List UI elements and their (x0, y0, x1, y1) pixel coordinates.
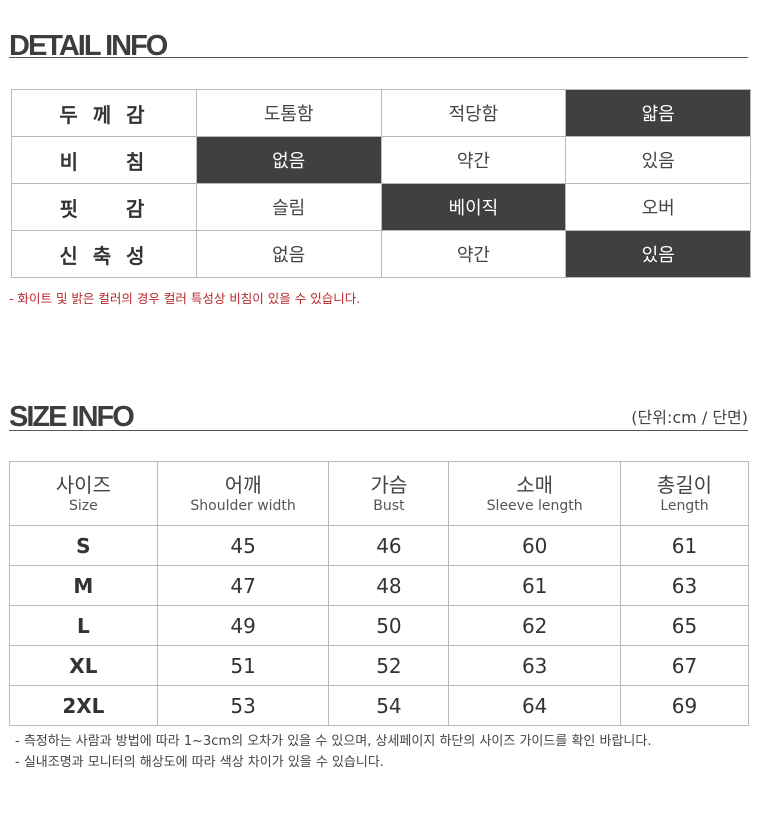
detail-option: 없음 (195, 230, 382, 278)
header-ko: 소매 (516, 472, 554, 497)
detail-row-thickness: 두 께 감 도톰함 적당함 얇음 (11, 89, 751, 137)
table-row: 2XL 53 54 64 69 (9, 685, 750, 726)
size-note: - 실내조명과 모니터의 해상도에 따라 색상 차이가 있을 수 있습니다. (15, 755, 384, 770)
detail-option-selected: 없음 (195, 136, 382, 184)
size-cell: 2XL (9, 685, 158, 726)
size-cell: M (9, 565, 158, 606)
header-ko: 가슴 (370, 472, 408, 497)
detail-option-selected: 얇음 (565, 89, 751, 137)
shoulder-cell: 45 (156, 525, 330, 566)
detail-row-stretch: 신 축 성 없음 약간 있음 (11, 230, 751, 278)
size-unit-label: (단위:cm / 단면) (631, 408, 748, 427)
size-header-sleeve: 소매 Sleeve length (448, 461, 621, 526)
size-cell: L (9, 605, 158, 646)
detail-option-selected: 베이직 (380, 183, 567, 231)
detail-option: 있음 (565, 136, 751, 184)
header-en: Size (69, 497, 98, 514)
bust-cell: 50 (328, 605, 450, 646)
size-header-length: 총길이 Length (619, 461, 750, 526)
size-header-size: 사이즈 Size (9, 461, 158, 526)
sleeve-cell: 60 (448, 525, 621, 566)
bust-cell: 46 (328, 525, 450, 566)
detail-option: 슬림 (195, 183, 382, 231)
size-title-divider (9, 430, 748, 431)
detail-info-title: DETAIL INFO (9, 30, 168, 62)
shoulder-cell: 51 (156, 645, 330, 686)
size-info-table: 사이즈 Size 어깨 Shoulder width 가슴 Bust 소매 Sl… (9, 461, 750, 726)
size-note: - 측정하는 사람과 방법에 따라 1~3cm의 오차가 있을 수 있으며, 상… (15, 734, 652, 749)
bust-cell: 48 (328, 565, 450, 606)
header-en: Sleeve length (486, 497, 583, 514)
bust-cell: 54 (328, 685, 450, 726)
detail-row-label: 신 축 성 (11, 230, 197, 278)
length-cell: 61 (619, 525, 750, 566)
header-en: Bust (373, 497, 405, 514)
detail-row-label: 핏 감 (11, 183, 197, 231)
sleeve-cell: 62 (448, 605, 621, 646)
header-ko: 어깨 (224, 472, 262, 497)
shoulder-cell: 49 (156, 605, 330, 646)
size-header-bust: 가슴 Bust (328, 461, 450, 526)
shoulder-cell: 47 (156, 565, 330, 606)
shoulder-cell: 53 (156, 685, 330, 726)
table-row: XL 51 52 63 67 (9, 645, 750, 686)
bust-cell: 52 (328, 645, 450, 686)
detail-title-divider (9, 57, 748, 58)
detail-option: 약간 (380, 230, 567, 278)
table-row: S 45 46 60 61 (9, 525, 750, 566)
table-row: L 49 50 62 65 (9, 605, 750, 646)
size-cell: S (9, 525, 158, 566)
detail-row-label: 비 침 (11, 136, 197, 184)
detail-option-selected: 있음 (565, 230, 751, 278)
length-cell: 69 (619, 685, 750, 726)
size-notes: - 측정하는 사람과 방법에 따라 1~3cm의 오차가 있을 수 있으며, 상… (15, 731, 651, 773)
size-header-row: 사이즈 Size 어깨 Shoulder width 가슴 Bust 소매 Sl… (9, 461, 750, 526)
detail-option: 적당함 (380, 89, 567, 137)
detail-option: 약간 (380, 136, 567, 184)
length-cell: 63 (619, 565, 750, 606)
sleeve-cell: 63 (448, 645, 621, 686)
detail-option: 도톰함 (195, 89, 382, 137)
size-cell: XL (9, 645, 158, 686)
header-en: Shoulder width (190, 497, 296, 514)
detail-row-label: 두 께 감 (11, 89, 197, 137)
length-cell: 67 (619, 645, 750, 686)
sleeve-cell: 64 (448, 685, 621, 726)
header-ko: 사이즈 (55, 472, 111, 497)
length-cell: 65 (619, 605, 750, 646)
size-header-shoulder: 어깨 Shoulder width (156, 461, 330, 526)
detail-row-fit: 핏 감 슬림 베이직 오버 (11, 183, 751, 231)
detail-note: - 화이트 및 밝은 컬러의 경우 컬러 특성상 비침이 있을 수 있습니다. (9, 291, 361, 306)
detail-option: 오버 (565, 183, 751, 231)
header-ko: 총길이 (656, 472, 713, 497)
detail-info-table: 두 께 감 도톰함 적당함 얇음 비 침 없음 약간 있음 핏 감 슬림 베이직… (11, 89, 751, 278)
sleeve-cell: 61 (448, 565, 621, 606)
detail-row-sheerness: 비 침 없음 약간 있음 (11, 136, 751, 184)
table-row: M 47 48 61 63 (9, 565, 750, 606)
size-info-title: SIZE INFO (9, 401, 135, 433)
header-en: Length (660, 497, 709, 514)
